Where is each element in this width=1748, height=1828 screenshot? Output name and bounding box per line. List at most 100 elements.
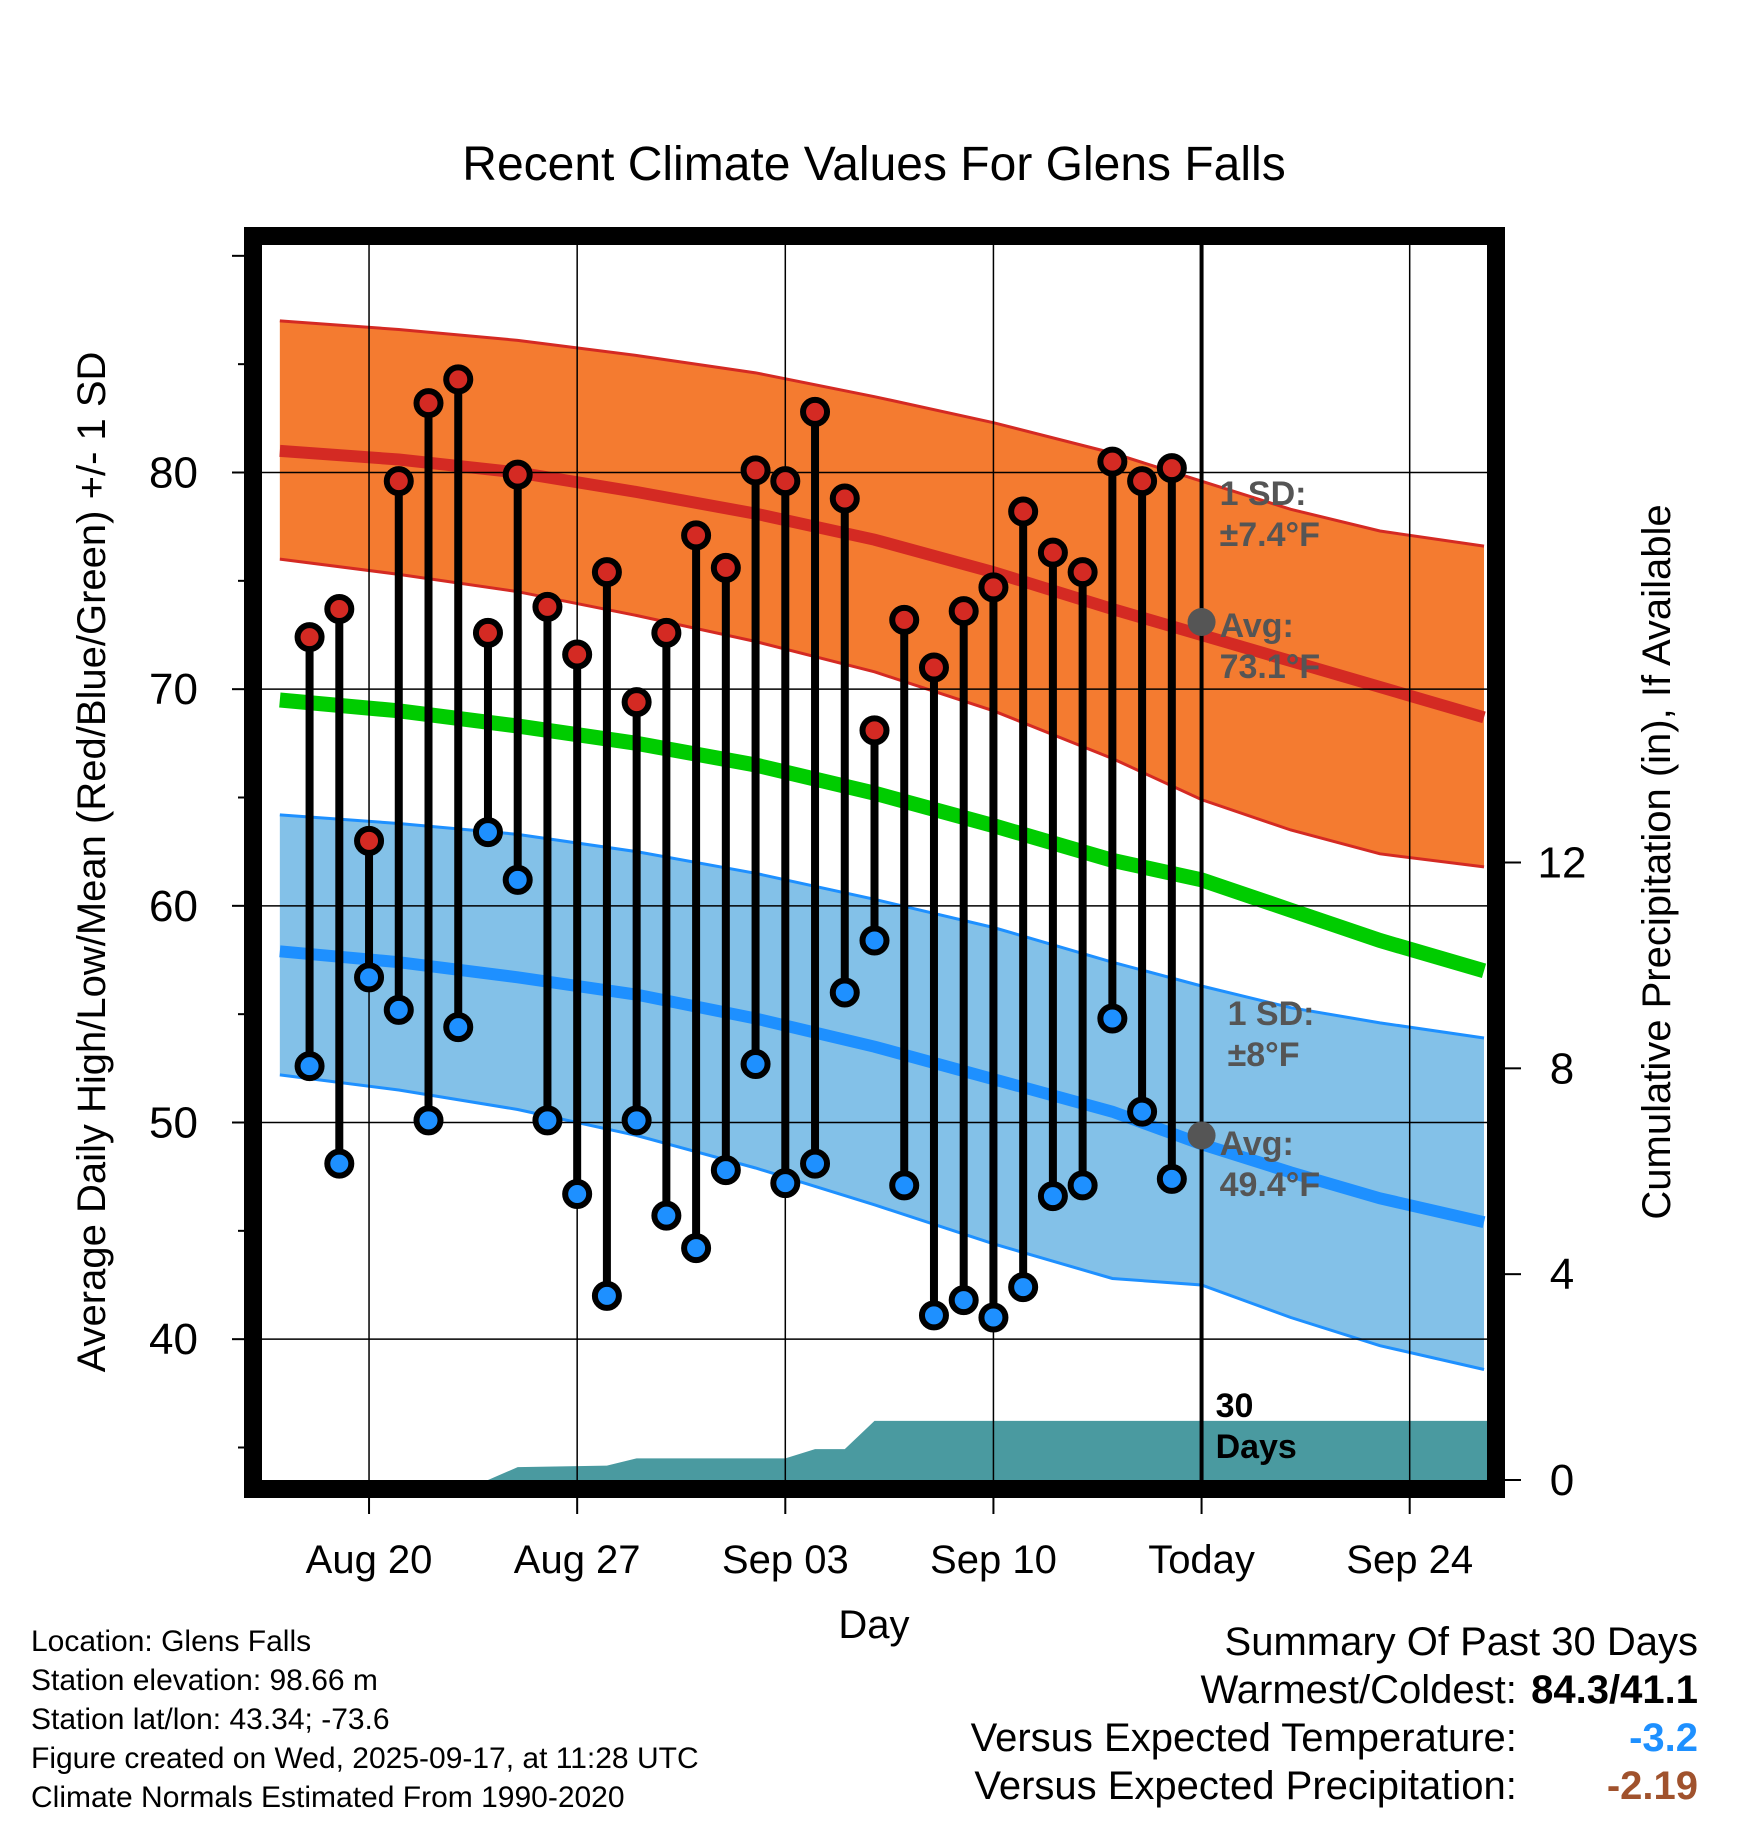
daily-high-point (1008, 496, 1039, 527)
daily-high-point (770, 466, 801, 497)
x-tick-label: Aug 27 (514, 1538, 641, 1582)
y2-tick-label: 4 (1550, 1250, 1574, 1299)
chart-title: Recent Climate Values For Glens Falls (462, 138, 1285, 191)
daily-high-point (502, 459, 533, 490)
x-tick-label: Sep 10 (930, 1538, 1057, 1582)
daily-high-point (472, 617, 503, 648)
daily-high-point (1067, 557, 1098, 588)
temperature-departure-value: -3.2 (1629, 1716, 1698, 1760)
daily-high-point (681, 520, 712, 551)
today-low-avg-dot (1187, 1121, 1216, 1150)
daily-low-point (383, 994, 414, 1025)
daily-low-point (1037, 1181, 1068, 1212)
daily-low-point (651, 1200, 682, 1231)
summary-panel: Summary Of Past 30 Days Warmest/Coldest:… (971, 1618, 1698, 1810)
x-tick-label: Sep 03 (722, 1538, 849, 1582)
daily-low-point (532, 1105, 563, 1136)
x-axis-label: Day (838, 1603, 909, 1647)
daily-high-point (948, 596, 979, 627)
daily-low-point (889, 1170, 920, 1201)
daily-high-point (591, 557, 622, 588)
daily-low-point (859, 925, 890, 956)
daily-low-point (413, 1105, 444, 1136)
station-info: Location: Glens Falls Station elevation:… (31, 1622, 699, 1817)
normal-high-line (279, 444, 1486, 724)
temperature-departure-row: Versus Expected Temperature: -3.2 (971, 1714, 1698, 1762)
axes: 40 50 60 70 80 0 4 8 12 Aug 20 Aug 27 Sep 03 Sep 10 T… (70, 227, 1679, 1647)
warmest-coldest-label: Warmest/Coldest: (1200, 1668, 1517, 1712)
daily-high-point (532, 591, 563, 622)
daily-low-point (1156, 1163, 1187, 1194)
precipitation-departure-value: -2.19 (1606, 1764, 1698, 1808)
daily-high-point (1156, 453, 1187, 484)
daily-high-point (324, 594, 355, 624)
low-avg-value: 49.4°F (1220, 1166, 1321, 1204)
daily-low-point (918, 1300, 949, 1331)
high-sd-band (279, 320, 1485, 867)
daily-high-point (562, 639, 593, 670)
daily-high-point (1037, 537, 1068, 568)
daily-low-point (621, 1105, 652, 1136)
daily-high-point (740, 455, 771, 486)
y-tick-label: 70 (149, 665, 198, 714)
summary-title: Summary Of Past 30 Days (1224, 1620, 1698, 1664)
daily-high-point (294, 622, 325, 653)
daily-low-point (710, 1155, 741, 1186)
daily-low-point (948, 1285, 979, 1316)
warmest-coldest-row: Warmest/Coldest: 84.3/41.1 (971, 1666, 1699, 1714)
y2-tick-label: 12 (1538, 839, 1587, 888)
precipitation-departure-row: Versus Expected Precipitation: -2.19 (971, 1762, 1698, 1810)
today-window-label-2: Days (1216, 1428, 1297, 1466)
daily-high-point (918, 652, 949, 683)
daily-high-point (889, 604, 920, 635)
precipitation-departure-label: Versus Expected Precipitation: (974, 1764, 1517, 1808)
high-sd-band-upper-edge (279, 319, 1485, 548)
plot-frame (244, 227, 1505, 1498)
daily-high-point (978, 572, 1009, 603)
daily-low-point (502, 864, 533, 895)
daily-low-point (443, 1012, 474, 1043)
daily-low-point (1008, 1272, 1039, 1303)
daily-low-point (800, 1148, 831, 1179)
y-tick-label: 60 (149, 882, 198, 931)
daily-high-point (383, 466, 414, 497)
y-tick-label: 50 (149, 1099, 198, 1148)
y-axis-label: Average Daily High/Low/Mean (Red/Blue/Gr… (70, 352, 114, 1373)
daily-high-point (829, 483, 860, 514)
latlon-text: Station lat/lon: 43.34; -73.6 (31, 1703, 390, 1736)
daily-low-point (354, 962, 385, 993)
today-high-avg-dot (1187, 608, 1216, 636)
low-sd-value: ±8°F (1228, 1036, 1300, 1074)
today-window-label-1: 30 (1216, 1387, 1254, 1425)
low-avg-label: Avg: (1220, 1125, 1294, 1163)
daily-low-point (472, 817, 503, 848)
daily-low-point (294, 1051, 325, 1082)
daily-high-point (621, 687, 652, 718)
warmest-coldest-value: 84.3/41.1 (1531, 1668, 1698, 1712)
x-tick-label: Today (1148, 1538, 1255, 1582)
x-tick-label: Aug 20 (306, 1538, 433, 1582)
daily-high-point (710, 552, 741, 583)
daily-low-point (770, 1168, 801, 1199)
daily-low-point (978, 1302, 1009, 1333)
daily-low-point (1097, 1003, 1128, 1034)
daily-high-point (859, 715, 890, 746)
high-avg-value: 73.1°F (1220, 648, 1321, 686)
y2-axis-label: Cumulative Precipitation (in), If Availa… (1635, 504, 1679, 1219)
normals-text: Climate Normals Estimated From 1990-2020 (31, 1781, 625, 1814)
y2-tick-label: 8 (1550, 1044, 1574, 1093)
daily-low-point (324, 1148, 355, 1179)
created-text: Figure created on Wed, 2025-09-17, at 11… (31, 1742, 699, 1775)
daily-high-point (1097, 446, 1128, 477)
daily-low-point (1127, 1096, 1158, 1127)
daily-high-point (1127, 466, 1158, 497)
daily-low-point (740, 1049, 771, 1079)
low-sd-label: 1 SD: (1228, 995, 1315, 1033)
high-avg-label: Avg: (1220, 607, 1294, 645)
y-tick-label: 80 (149, 449, 198, 498)
elevation-text: Station elevation: 98.66 m (31, 1664, 378, 1697)
daily-low-point (562, 1179, 593, 1209)
high-sd-value: ±7.4°F (1220, 516, 1320, 554)
high-sd-label: 1 SD: (1220, 475, 1307, 513)
